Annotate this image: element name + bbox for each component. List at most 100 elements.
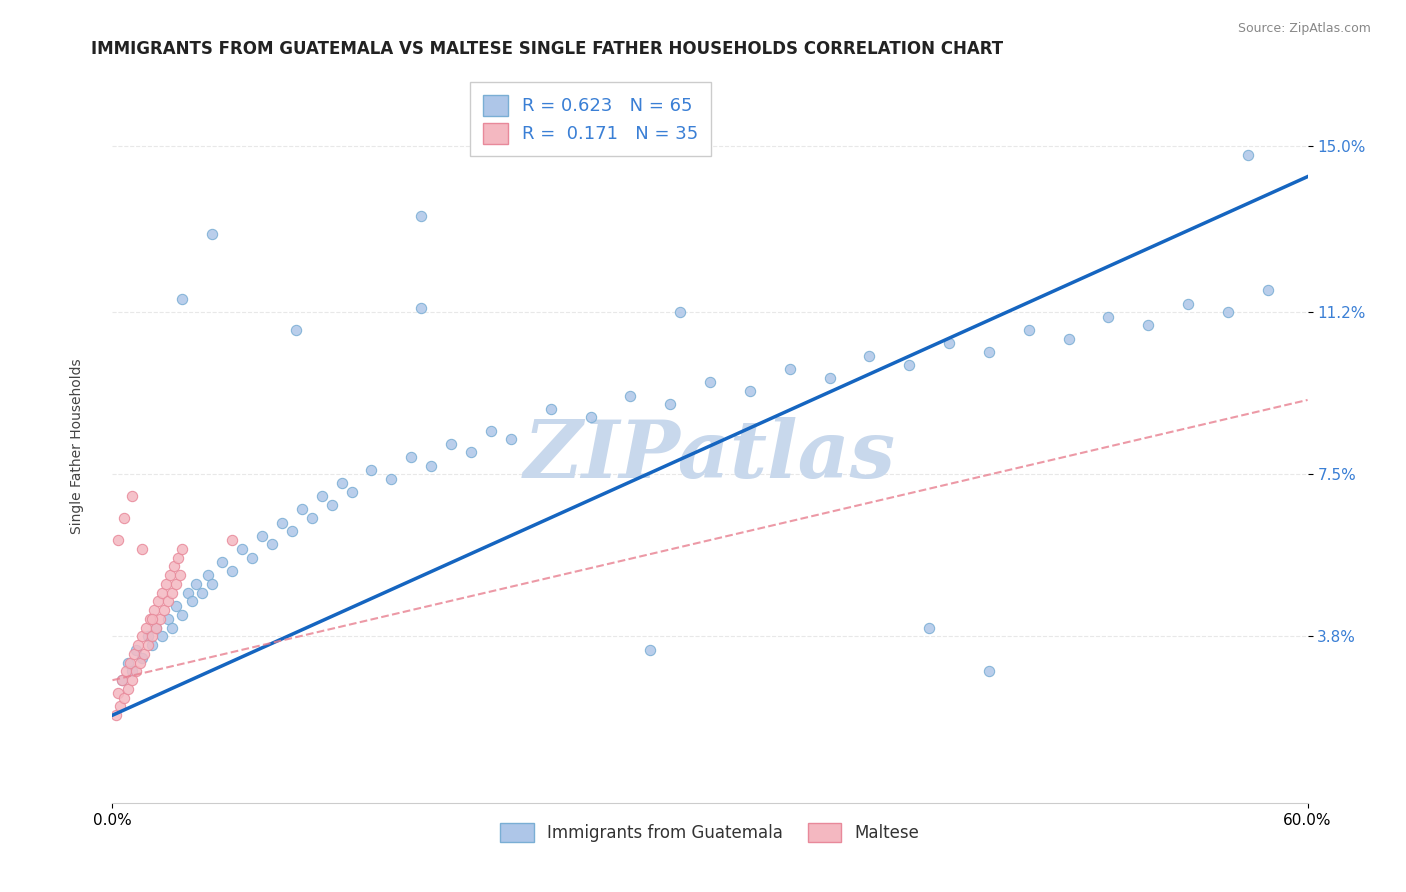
Point: [138, 638, 160, 652]
Point: [172, 541, 194, 556]
Point: [818, 371, 841, 385]
Point: [330, 476, 353, 491]
Point: [124, 647, 146, 661]
Point: [117, 681, 139, 696]
Point: [540, 401, 562, 416]
Point: [139, 612, 162, 626]
Point: [145, 621, 167, 635]
Point: [640, 642, 662, 657]
Point: [165, 599, 187, 613]
Point: [1216, 305, 1239, 319]
Point: [479, 424, 502, 438]
Point: [291, 502, 314, 516]
Point: [141, 629, 163, 643]
Point: [127, 638, 149, 652]
Point: [460, 445, 482, 459]
Point: [157, 612, 180, 626]
Point: [1237, 147, 1260, 161]
Point: [111, 673, 134, 688]
Point: [1177, 296, 1199, 310]
Point: [197, 568, 219, 582]
Point: [141, 638, 163, 652]
Point: [858, 349, 880, 363]
Point: [1057, 332, 1080, 346]
Point: [121, 673, 143, 688]
Point: [977, 344, 1000, 359]
Point: [669, 305, 692, 319]
Point: [131, 629, 153, 643]
Point: [201, 227, 224, 241]
Point: [150, 585, 173, 599]
Point: [281, 524, 304, 539]
Point: [121, 665, 143, 679]
Text: Source: ZipAtlas.com: Source: ZipAtlas.com: [1237, 22, 1371, 36]
Point: [125, 665, 148, 679]
Point: [134, 647, 156, 661]
Point: [201, 577, 224, 591]
Point: [231, 541, 253, 556]
Point: [699, 376, 721, 390]
Point: [110, 699, 132, 714]
Point: [138, 629, 160, 643]
Point: [117, 656, 139, 670]
Point: [579, 410, 602, 425]
Point: [360, 463, 382, 477]
Point: [167, 550, 190, 565]
Point: [114, 690, 135, 705]
Point: [107, 533, 129, 547]
Point: [221, 533, 243, 547]
Point: [250, 529, 273, 543]
Point: [1097, 310, 1119, 324]
Point: [301, 511, 323, 525]
Point: [191, 585, 214, 599]
Point: [186, 577, 208, 591]
Point: [340, 484, 363, 499]
Point: [420, 458, 443, 473]
Point: [181, 594, 204, 608]
Point: [411, 301, 433, 315]
Point: [145, 621, 167, 635]
Point: [401, 450, 423, 464]
Point: [115, 665, 138, 679]
Point: [149, 612, 172, 626]
Point: [499, 433, 522, 447]
Point: [125, 642, 148, 657]
Point: [162, 621, 183, 635]
Point: [129, 656, 152, 670]
Point: [120, 656, 142, 670]
Point: [153, 603, 176, 617]
Text: IMMIGRANTS FROM GUATEMALA VS MALTESE SINGLE FATHER HOUSEHOLDS CORRELATION CHART: IMMIGRANTS FROM GUATEMALA VS MALTESE SIN…: [91, 40, 1004, 58]
Point: [918, 621, 941, 635]
Point: [284, 323, 307, 337]
Point: [135, 621, 157, 635]
Point: [738, 384, 761, 399]
Point: [619, 388, 641, 402]
Point: [321, 498, 343, 512]
Point: [440, 436, 463, 450]
Point: [131, 541, 153, 556]
Point: [131, 651, 153, 665]
Point: [411, 209, 433, 223]
Point: [221, 564, 243, 578]
Point: [1257, 284, 1279, 298]
Point: [143, 603, 166, 617]
Point: [114, 511, 135, 525]
Point: [380, 472, 402, 486]
Point: [105, 708, 128, 723]
Point: [240, 550, 263, 565]
Point: [172, 292, 194, 306]
Point: [141, 612, 163, 626]
Point: [162, 585, 183, 599]
Point: [150, 629, 173, 643]
Point: [159, 568, 181, 582]
Point: [172, 607, 194, 622]
Point: [938, 336, 960, 351]
Text: ZIPatlas: ZIPatlas: [524, 417, 896, 495]
Point: [977, 665, 1000, 679]
Text: Single Father Households: Single Father Households: [70, 359, 84, 533]
Point: [1018, 323, 1040, 337]
Legend: Immigrants from Guatemala, Maltese: Immigrants from Guatemala, Maltese: [494, 816, 927, 848]
Point: [165, 577, 187, 591]
Point: [111, 673, 134, 688]
Point: [107, 686, 129, 700]
